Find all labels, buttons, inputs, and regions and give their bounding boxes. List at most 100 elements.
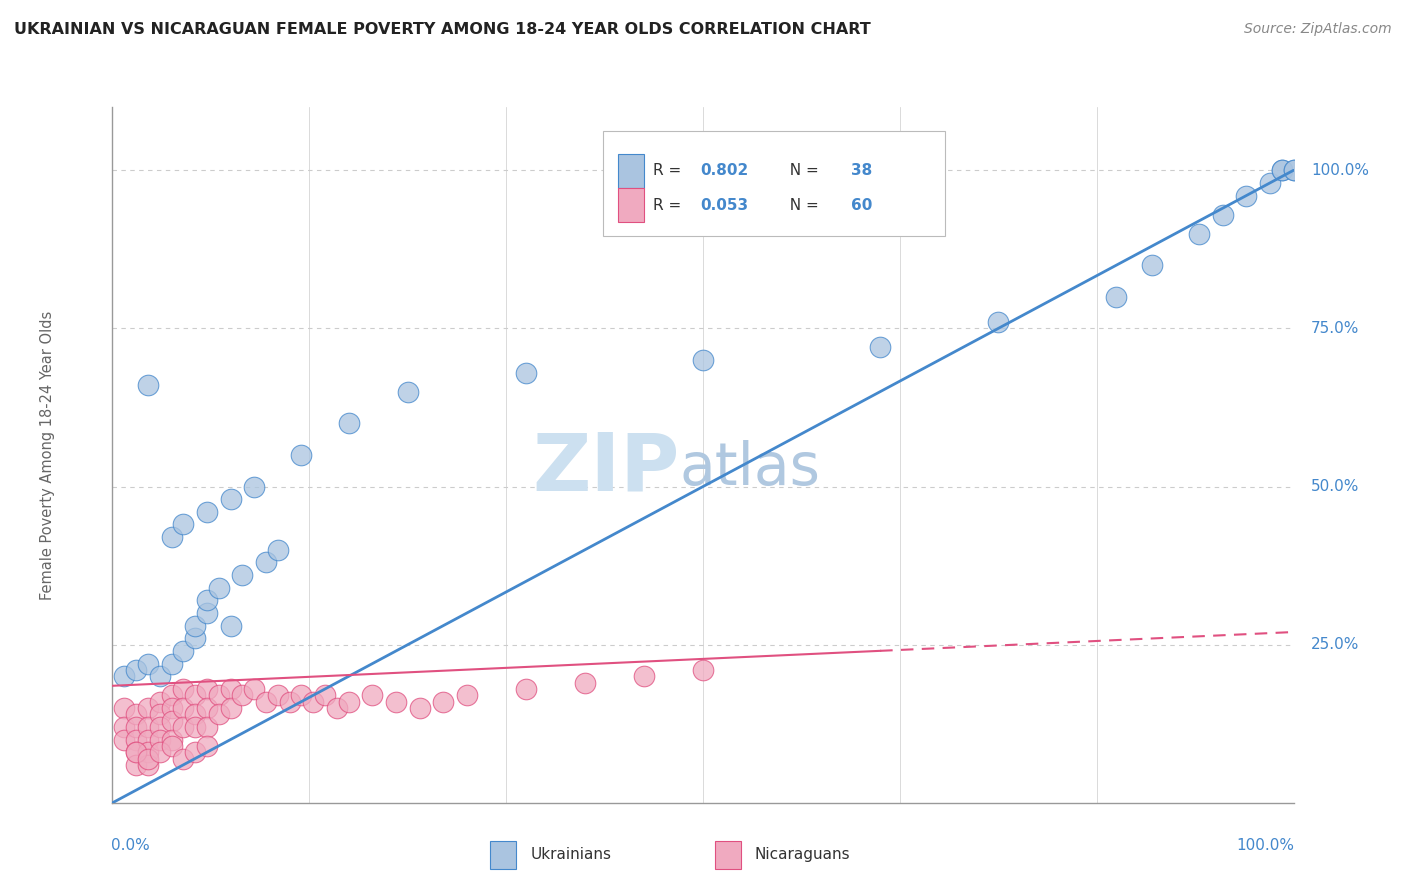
- Text: 0.053: 0.053: [700, 197, 749, 212]
- Text: N =: N =: [780, 163, 824, 178]
- Point: [172, 517, 194, 532]
- Point: [149, 669, 172, 683]
- Text: Source: ZipAtlas.com: Source: ZipAtlas.com: [1244, 22, 1392, 37]
- Point: [692, 663, 714, 677]
- Point: [361, 688, 384, 702]
- Point: [112, 720, 135, 734]
- Point: [408, 701, 430, 715]
- Point: [160, 701, 183, 715]
- Point: [692, 353, 714, 368]
- Point: [149, 720, 172, 734]
- Point: [337, 695, 360, 709]
- Point: [149, 707, 172, 722]
- Point: [125, 707, 148, 722]
- Text: R =: R =: [654, 197, 686, 212]
- Point: [1105, 290, 1128, 304]
- Point: [195, 701, 218, 715]
- Point: [243, 681, 266, 696]
- Point: [136, 751, 159, 765]
- Point: [195, 593, 218, 607]
- Point: [184, 688, 207, 702]
- Point: [172, 681, 194, 696]
- Point: [1234, 188, 1257, 202]
- Point: [160, 530, 183, 544]
- Point: [136, 745, 159, 759]
- Point: [184, 745, 207, 759]
- Point: [136, 657, 159, 671]
- Point: [1271, 163, 1294, 178]
- Point: [1271, 163, 1294, 178]
- Point: [136, 378, 159, 392]
- Point: [125, 732, 148, 747]
- Point: [208, 707, 231, 722]
- Point: [515, 681, 537, 696]
- Point: [432, 695, 454, 709]
- Point: [574, 675, 596, 690]
- Text: R =: R =: [654, 163, 686, 178]
- Point: [1188, 227, 1211, 241]
- Point: [290, 688, 312, 702]
- Text: ZIP: ZIP: [531, 430, 679, 508]
- Point: [195, 606, 218, 620]
- Bar: [619, 188, 644, 222]
- Text: 0.0%: 0.0%: [111, 838, 150, 853]
- Point: [243, 479, 266, 493]
- Point: [195, 739, 218, 753]
- Text: 100.0%: 100.0%: [1312, 163, 1369, 178]
- Point: [314, 688, 336, 702]
- Point: [172, 720, 194, 734]
- Point: [184, 632, 207, 646]
- Point: [112, 701, 135, 715]
- Text: Female Poverty Among 18-24 Year Olds: Female Poverty Among 18-24 Year Olds: [39, 310, 55, 599]
- Text: 38: 38: [851, 163, 872, 178]
- Point: [125, 663, 148, 677]
- Point: [195, 720, 218, 734]
- Point: [231, 688, 253, 702]
- Bar: [714, 841, 741, 869]
- Point: [396, 384, 419, 399]
- Point: [254, 695, 277, 709]
- Point: [136, 720, 159, 734]
- Point: [136, 732, 159, 747]
- Point: [1282, 163, 1305, 178]
- Point: [337, 417, 360, 431]
- Point: [149, 695, 172, 709]
- Point: [112, 732, 135, 747]
- Point: [1140, 258, 1163, 272]
- FancyBboxPatch shape: [603, 131, 945, 235]
- Point: [208, 688, 231, 702]
- Text: UKRAINIAN VS NICARAGUAN FEMALE POVERTY AMONG 18-24 YEAR OLDS CORRELATION CHART: UKRAINIAN VS NICARAGUAN FEMALE POVERTY A…: [14, 22, 870, 37]
- Point: [160, 732, 183, 747]
- Text: Nicaraguans: Nicaraguans: [755, 847, 851, 863]
- Point: [633, 669, 655, 683]
- Point: [112, 669, 135, 683]
- Point: [385, 695, 408, 709]
- Point: [172, 751, 194, 765]
- Text: atlas: atlas: [679, 441, 820, 498]
- Bar: [619, 154, 644, 187]
- Point: [1258, 176, 1281, 190]
- Point: [149, 732, 172, 747]
- Point: [278, 695, 301, 709]
- Text: 100.0%: 100.0%: [1237, 838, 1295, 853]
- Point: [219, 618, 242, 632]
- Point: [267, 542, 290, 557]
- Text: 75.0%: 75.0%: [1312, 321, 1360, 336]
- Text: 60: 60: [851, 197, 872, 212]
- Point: [456, 688, 478, 702]
- Point: [160, 657, 183, 671]
- Point: [125, 745, 148, 759]
- Point: [125, 720, 148, 734]
- Text: N =: N =: [780, 197, 824, 212]
- Point: [290, 448, 312, 462]
- Point: [869, 340, 891, 354]
- Point: [231, 568, 253, 582]
- Point: [254, 556, 277, 570]
- Point: [208, 581, 231, 595]
- Text: 25.0%: 25.0%: [1312, 637, 1360, 652]
- Point: [195, 505, 218, 519]
- Point: [172, 644, 194, 658]
- Point: [184, 720, 207, 734]
- Point: [184, 707, 207, 722]
- Point: [160, 739, 183, 753]
